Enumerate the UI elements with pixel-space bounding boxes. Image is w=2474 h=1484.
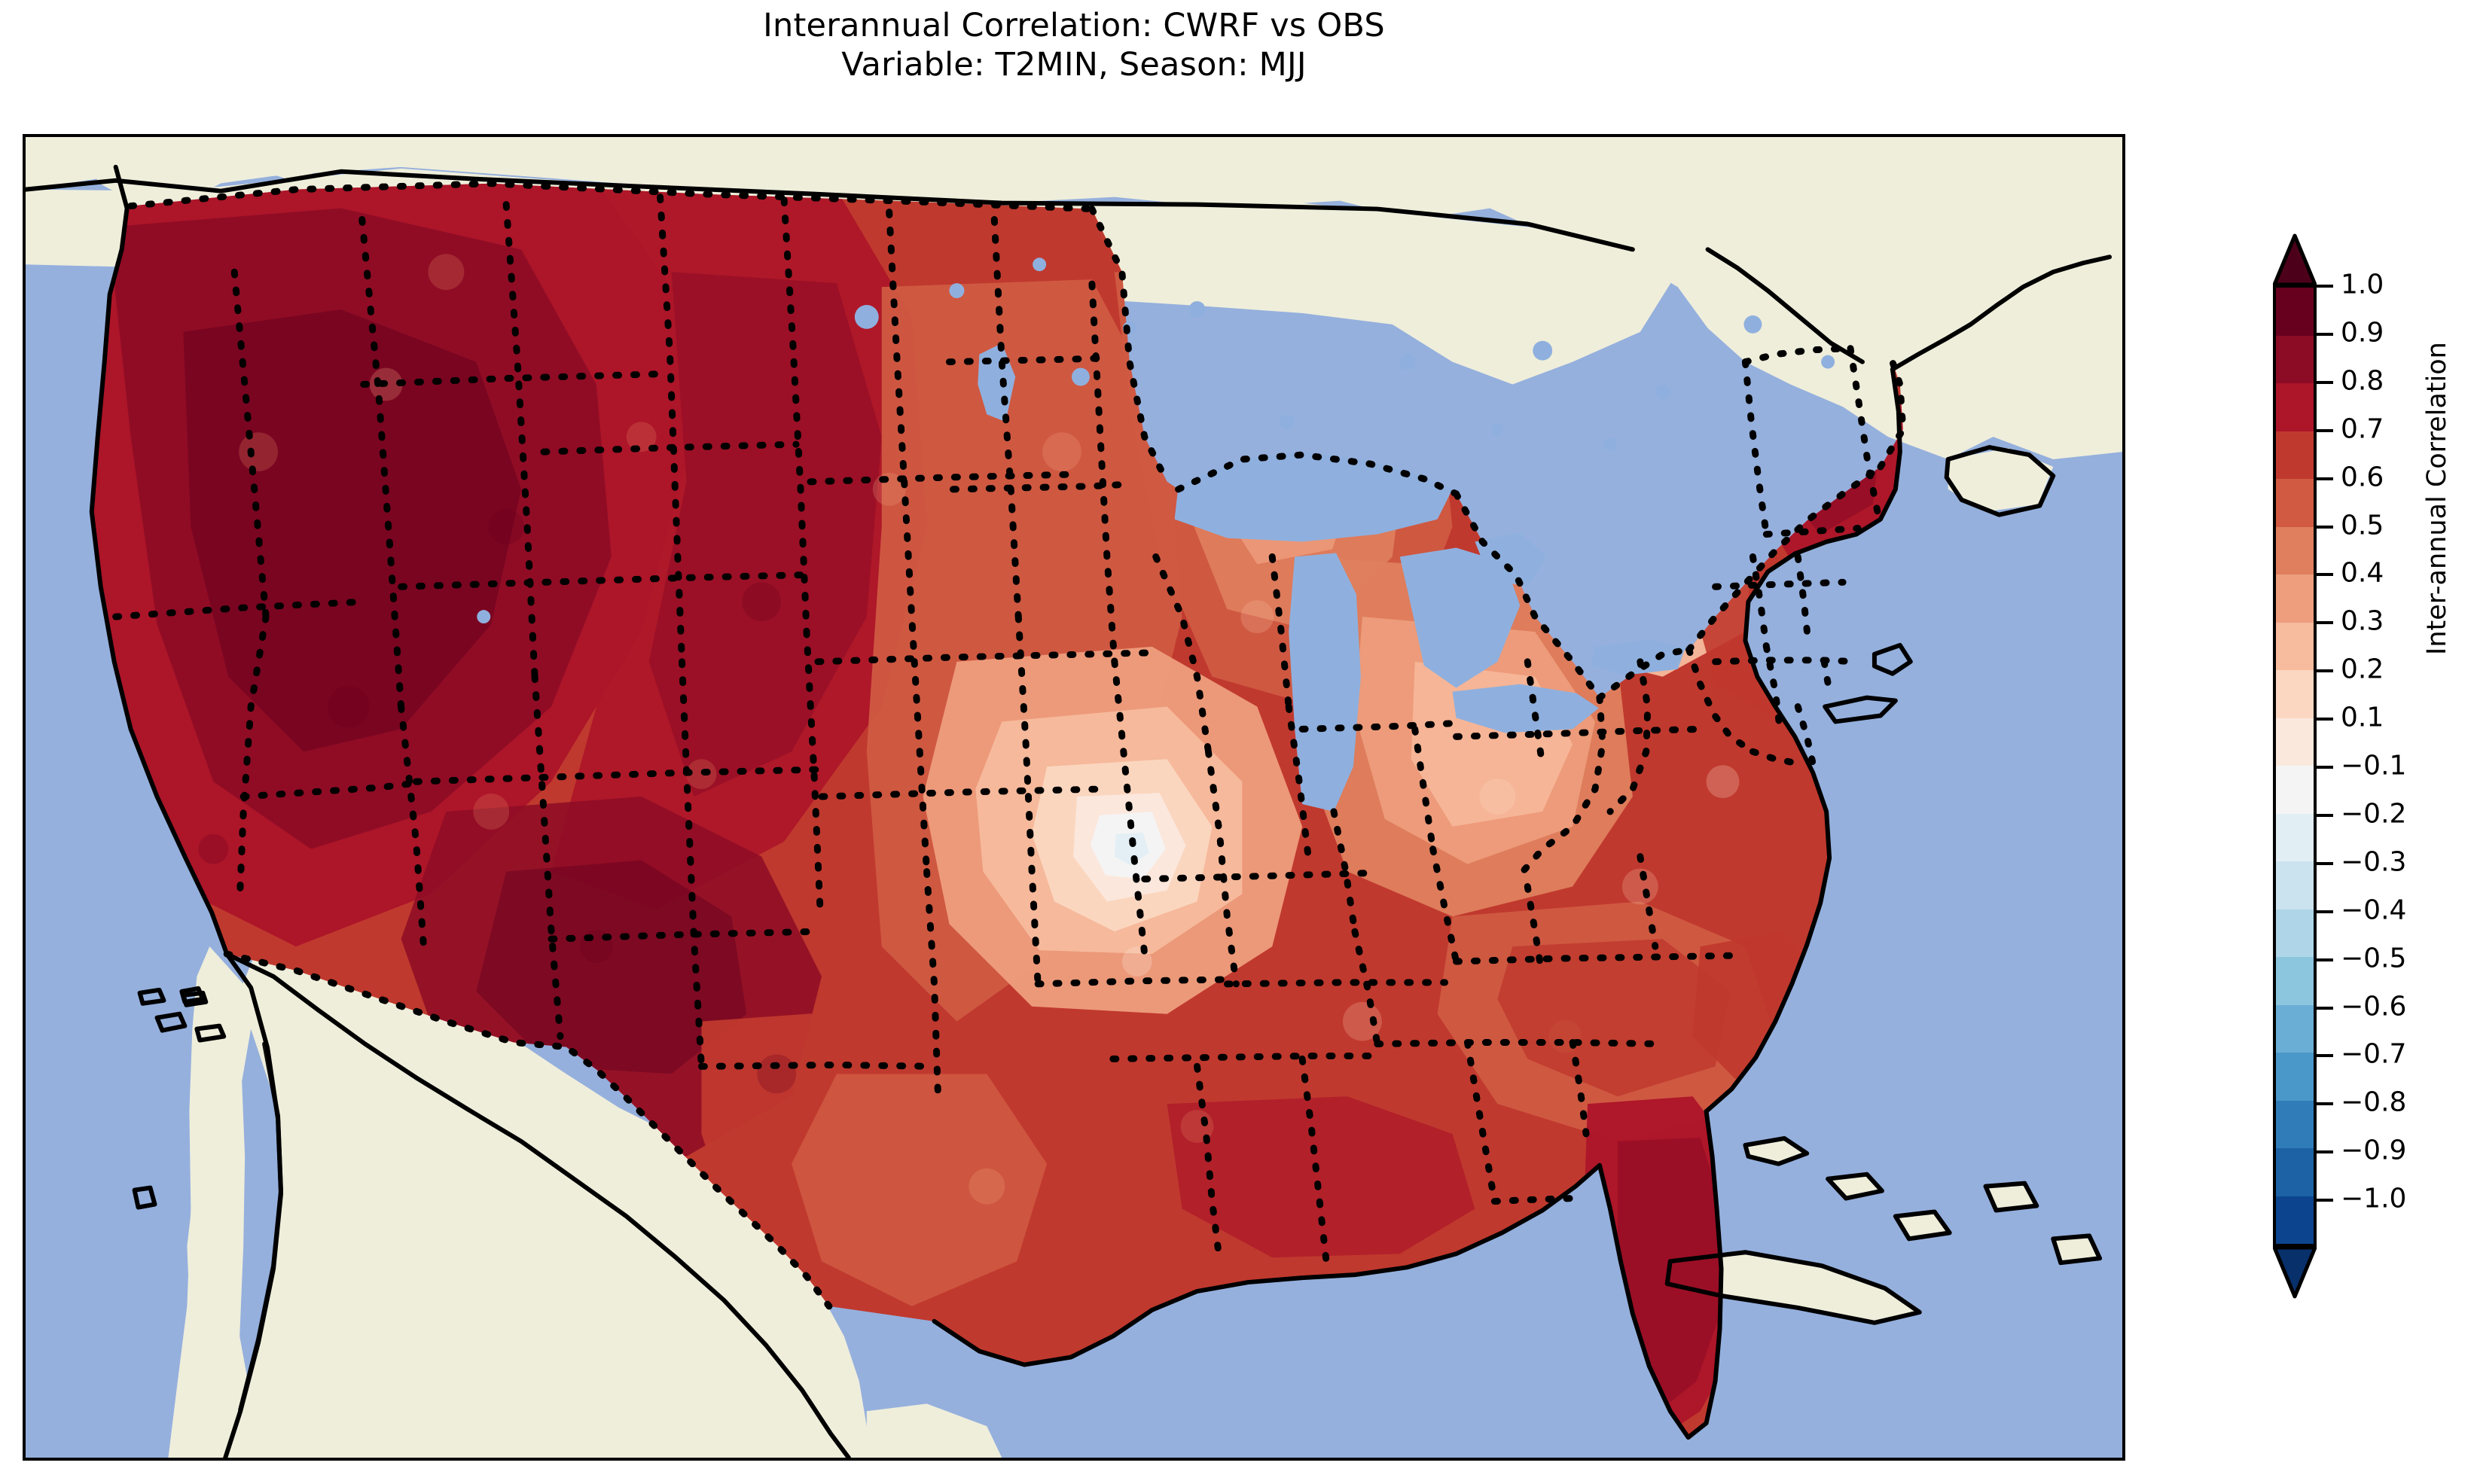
colorbar-extend-bottom-arrow	[2273, 1246, 2317, 1299]
colorbar-tick-label-8: 0.2	[2341, 654, 2384, 685]
colorbar-tick-mark-14	[2314, 958, 2333, 961]
colorbar-tick-mark-10	[2314, 766, 2333, 769]
colorbar-tick-label-1: 0.9	[2341, 317, 2384, 349]
colorbar-tick-label-12: −0.3	[2341, 846, 2407, 878]
colorbar-band-13	[2276, 909, 2314, 957]
colorbar-tick-mark-4	[2314, 477, 2333, 480]
correlation-map	[26, 137, 2122, 1458]
mexico-border	[238, 1041, 284, 1412]
colorbar-tick-label-0: 1.0	[2341, 269, 2384, 300]
colorbar-band-12	[2276, 861, 2314, 910]
map-plot-area	[23, 134, 2125, 1461]
colorbar-band-9	[2276, 718, 2314, 766]
colorbar-tick-mark-11	[2314, 813, 2333, 817]
colorbar[interactable]: 1.0 0.9 0.8 0.7 0.6 0.5 0.4 0.3 0.2 0.1 −0.1 −0.2 −0…	[2273, 233, 2474, 1363]
colorbar-band-17	[2276, 1100, 2314, 1148]
colorbar-tick-label-14: −0.5	[2341, 943, 2407, 974]
colorbar-tick-mark-3	[2314, 428, 2333, 432]
colorbar-tick-label-19: −1.0	[2341, 1183, 2407, 1214]
coastlines	[26, 164, 2113, 1458]
colorbar-band-8	[2276, 670, 2314, 718]
colorbar-band-11	[2276, 813, 2314, 861]
colorbar-band-1	[2276, 335, 2314, 383]
colorbar-band-19	[2276, 1196, 2314, 1244]
title-line-2: Variable: T2MIN, Season: MJJ	[841, 46, 1307, 84]
colorbar-tick-label-4: 0.6	[2341, 462, 2384, 493]
colorbar-band-15	[2276, 1004, 2314, 1053]
state-borders	[112, 180, 1907, 1310]
colorbar-band-7	[2276, 622, 2314, 670]
colorbar-extend-top-arrow	[2273, 233, 2317, 286]
colorbar-band-4	[2276, 479, 2314, 527]
colorbar-tick-label-16: −0.7	[2341, 1038, 2407, 1070]
colorbar-tick-mark-15	[2314, 1006, 2333, 1010]
colorbar-tick-label-6: 0.4	[2341, 557, 2384, 589]
colorbar-band-16	[2276, 1053, 2314, 1101]
colorbar-tick-mark-8	[2314, 669, 2333, 673]
colorbar-band-14	[2276, 957, 2314, 1005]
colorbar-tick-mark-5	[2314, 525, 2333, 529]
colorbar-band-18	[2276, 1148, 2314, 1196]
colorbar-tick-mark-9	[2314, 718, 2333, 721]
chart-title: Interannual Correlation: CWRF vs OBS Var…	[0, 6, 2148, 84]
colorbar-tick-mark-7	[2314, 621, 2333, 625]
colorbar-gradient[interactable]	[2273, 285, 2317, 1247]
colorbar-tick-mark-2	[2314, 380, 2333, 384]
colorbar-tick-label-3: 0.7	[2341, 413, 2384, 445]
colorbar-tick-label-18: −0.9	[2341, 1135, 2407, 1166]
colorbar-band-3	[2276, 431, 2314, 479]
colorbar-tick-label-11: −0.2	[2341, 798, 2407, 830]
colorbar-band-6	[2276, 574, 2314, 623]
colorbar-band-0	[2276, 288, 2314, 336]
colorbar-tick-label-13: −0.4	[2341, 894, 2407, 926]
colorbar-axis-label: Inter-annual Correlation	[2422, 342, 2452, 655]
colorbar-tick-mark-0	[2314, 285, 2333, 288]
colorbar-tick-label-15: −0.6	[2341, 991, 2407, 1022]
colorbar-tick-label-17: −0.8	[2341, 1086, 2407, 1118]
colorbar-band-5	[2276, 526, 2314, 574]
title-line-1: Interannual Correlation: CWRF vs OBS	[763, 7, 1385, 44]
colorbar-tick-mark-17	[2314, 1102, 2333, 1106]
colorbar-tick-mark-12	[2314, 861, 2333, 865]
colorbar-tick-label-5: 0.5	[2341, 510, 2384, 541]
colorbar-tick-label-9: 0.1	[2341, 702, 2384, 733]
colorbar-tick-label-7: 0.3	[2341, 605, 2384, 637]
colorbar-tick-mark-6	[2314, 573, 2333, 577]
colorbar-band-2	[2276, 383, 2314, 431]
colorbar-tick-mark-1	[2314, 332, 2333, 336]
colorbar-band-10	[2276, 766, 2314, 814]
colorbar-tick-label-10: −0.1	[2341, 750, 2407, 782]
colorbar-ticks: 1.0 0.9 0.8 0.7 0.6 0.5 0.4 0.3 0.2 0.1 −0.1 −0.2 −0…	[2314, 270, 2474, 1247]
colorbar-tick-mark-16	[2314, 1054, 2333, 1058]
colorbar-tick-mark-18	[2314, 1150, 2333, 1154]
colorbar-tick-mark-13	[2314, 910, 2333, 913]
colorbar-tick-mark-19	[2314, 1199, 2333, 1202]
colorbar-tick-label-2: 0.8	[2341, 365, 2384, 397]
